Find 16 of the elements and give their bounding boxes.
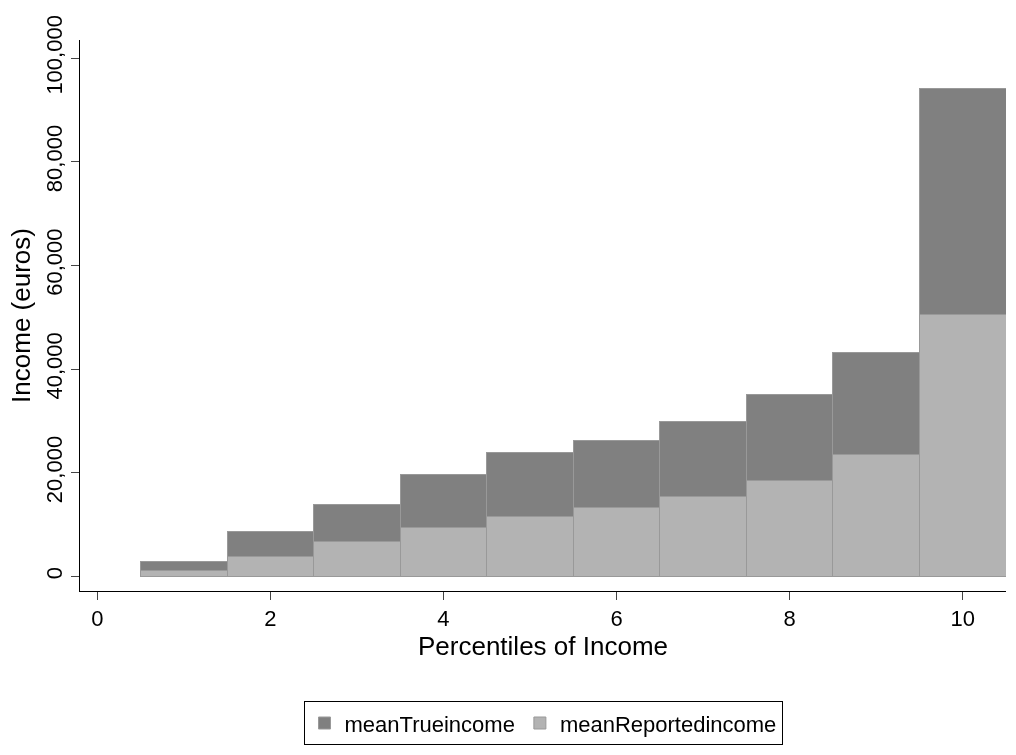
y-tick-label: 100,000 [42,15,68,95]
x-tick-label: 2 [264,606,277,632]
x-tick-label: 6 [610,606,623,632]
y-tick-label: 60,000 [42,228,68,296]
y-tick-label: 40,000 [42,332,68,400]
y-tick-label: 20,000 [42,435,68,504]
x-tick-label: 0 [91,606,104,632]
legend-label: meanTrueincome [344,711,515,737]
y-axis-title: Income (euros) [5,228,36,403]
y-tick-label: 0 [42,567,68,580]
x-tick-label: 10 [950,606,975,632]
y-tick-label: 80,000 [42,124,68,193]
x-tick-label: 4 [437,606,450,632]
x-axis-title: Percentiles of Income [417,631,669,662]
legend-label: meanReportedincome [559,711,777,737]
x-tick-label: 8 [783,606,796,632]
